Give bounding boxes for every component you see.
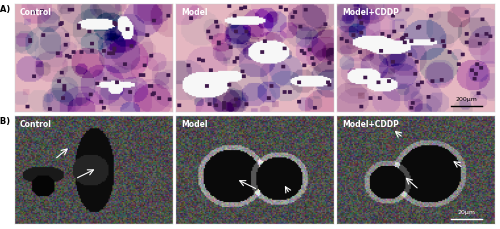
Text: Model+CDDP: Model+CDDP (342, 8, 398, 17)
Text: 20μm: 20μm (458, 209, 475, 214)
Text: Control: Control (20, 8, 52, 17)
Text: Model: Model (181, 8, 208, 17)
Text: Control: Control (20, 120, 52, 129)
Text: (B): (B) (0, 117, 10, 126)
Text: (A): (A) (0, 5, 10, 14)
Text: 200μm: 200μm (456, 97, 477, 102)
Text: Model: Model (181, 120, 208, 129)
Text: Model+CDDP: Model+CDDP (342, 120, 398, 129)
